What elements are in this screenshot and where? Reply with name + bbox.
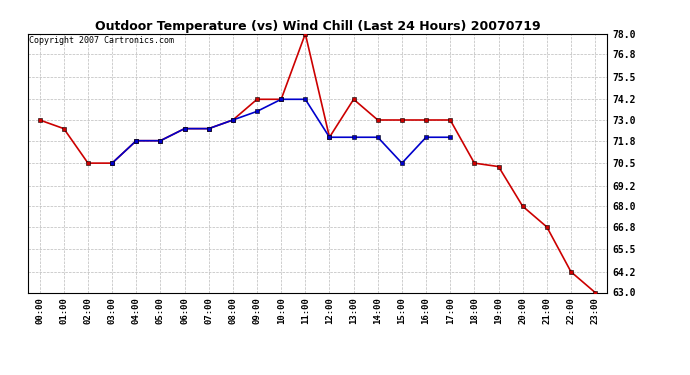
Text: Copyright 2007 Cartronics.com: Copyright 2007 Cartronics.com: [29, 36, 174, 45]
Title: Outdoor Temperature (vs) Wind Chill (Last 24 Hours) 20070719: Outdoor Temperature (vs) Wind Chill (Las…: [95, 20, 540, 33]
